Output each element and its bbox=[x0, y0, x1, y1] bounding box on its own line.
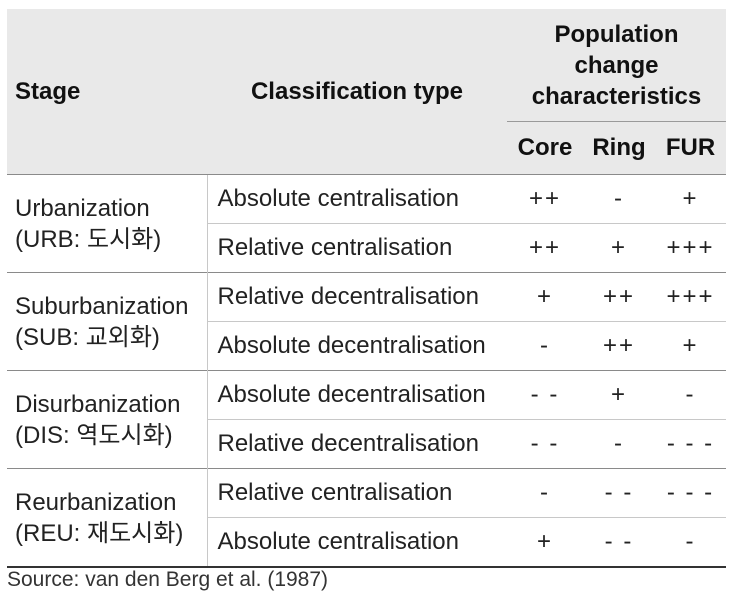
stage-cell-reurbanization: Reurbanization (REU: 재도시화) bbox=[7, 468, 207, 568]
table-row: Reurbanization (REU: 재도시화) Relative cent… bbox=[7, 468, 726, 568]
header-classification-type: Classification type bbox=[207, 9, 507, 175]
classification-type-cell: Relative centralisation bbox=[206, 223, 507, 273]
classification-type-cell: Absolute decentralisation bbox=[206, 321, 507, 371]
header-population-line2: change bbox=[574, 51, 659, 79]
stage-cell-suburbanization: Suburbanization (SUB: 교외화) bbox=[7, 272, 207, 371]
core-value: + bbox=[507, 517, 583, 568]
stage-name: Suburbanization bbox=[15, 292, 189, 320]
fur-value: - - - bbox=[655, 419, 726, 469]
ring-value: - - bbox=[583, 517, 655, 568]
header-population-change: Population change characteristics bbox=[507, 9, 726, 122]
core-value: - bbox=[507, 468, 583, 518]
stage-cell-disurbanization: Disurbanization (DIS: 역도시화) bbox=[7, 370, 207, 469]
fur-value: +++ bbox=[655, 272, 726, 322]
ring-value: - bbox=[583, 174, 655, 224]
classification-type-cell: Relative decentralisation bbox=[206, 272, 507, 322]
core-value: + bbox=[507, 272, 583, 322]
classification-type-cell: Relative centralisation bbox=[206, 468, 507, 518]
stage-note: (REU: 재도시화) bbox=[15, 519, 184, 547]
stage-note: (URB: 도시화) bbox=[15, 225, 162, 253]
table-row: Urbanization (URB: 도시화) Absolute central… bbox=[7, 174, 726, 273]
stage-name: Reurbanization bbox=[15, 488, 177, 516]
stage-cell-urbanization: Urbanization (URB: 도시화) bbox=[7, 174, 207, 273]
header-fur: FUR bbox=[655, 121, 726, 175]
table-row: Absolute decentralisation - ++ + bbox=[7, 321, 726, 371]
ring-value: ++ bbox=[583, 272, 655, 322]
fur-value: - - - bbox=[655, 468, 726, 518]
table-row: Absolute centralisation + - - - bbox=[7, 517, 726, 568]
stage-name: Disurbanization bbox=[15, 390, 181, 418]
core-value: - - bbox=[507, 370, 583, 420]
header-core: Core bbox=[507, 121, 583, 175]
header-ring: Ring bbox=[583, 121, 655, 175]
classification-type-cell: Absolute decentralisation bbox=[206, 370, 507, 420]
source-citation: Source: van den Berg et al. (1987) bbox=[7, 568, 329, 591]
header-population-line3: characteristics bbox=[531, 82, 702, 110]
fur-value: + bbox=[655, 321, 726, 371]
classification-type-cell: Relative decentralisation bbox=[206, 419, 507, 469]
ring-value: - bbox=[583, 419, 655, 469]
ring-value: - - bbox=[583, 468, 655, 518]
fur-value: +++ bbox=[655, 223, 726, 273]
core-value: - bbox=[507, 321, 583, 371]
table-row: Suburbanization (SUB: 교외화) Relative dece… bbox=[7, 272, 726, 371]
classification-type-cell: Absolute centralisation bbox=[206, 174, 507, 224]
classification-type-cell: Absolute centralisation bbox=[206, 517, 507, 568]
fur-value: + bbox=[655, 174, 726, 224]
ring-value: + bbox=[583, 223, 655, 273]
table-row: Disurbanization (DIS: 역도시화) Absolute dec… bbox=[7, 370, 726, 469]
stage-name: Urbanization bbox=[15, 194, 150, 222]
stage-note: (DIS: 역도시화) bbox=[15, 421, 173, 449]
core-value: ++ bbox=[507, 174, 583, 224]
stage-note: (SUB: 교외화) bbox=[15, 323, 160, 351]
header-population-line1: Population bbox=[554, 20, 679, 48]
ring-value: + bbox=[583, 370, 655, 420]
table-row: Relative centralisation ++ + +++ bbox=[7, 223, 726, 273]
table-row: Relative decentralisation - - - - - - bbox=[7, 419, 726, 469]
urbanization-stages-table: Stage Classification type Population cha… bbox=[7, 9, 726, 568]
core-value: ++ bbox=[507, 223, 583, 273]
fur-value: - bbox=[655, 370, 726, 420]
header-stage: Stage bbox=[7, 9, 207, 175]
core-value: - - bbox=[507, 419, 583, 469]
fur-value: - bbox=[655, 517, 726, 568]
ring-value: ++ bbox=[583, 321, 655, 371]
